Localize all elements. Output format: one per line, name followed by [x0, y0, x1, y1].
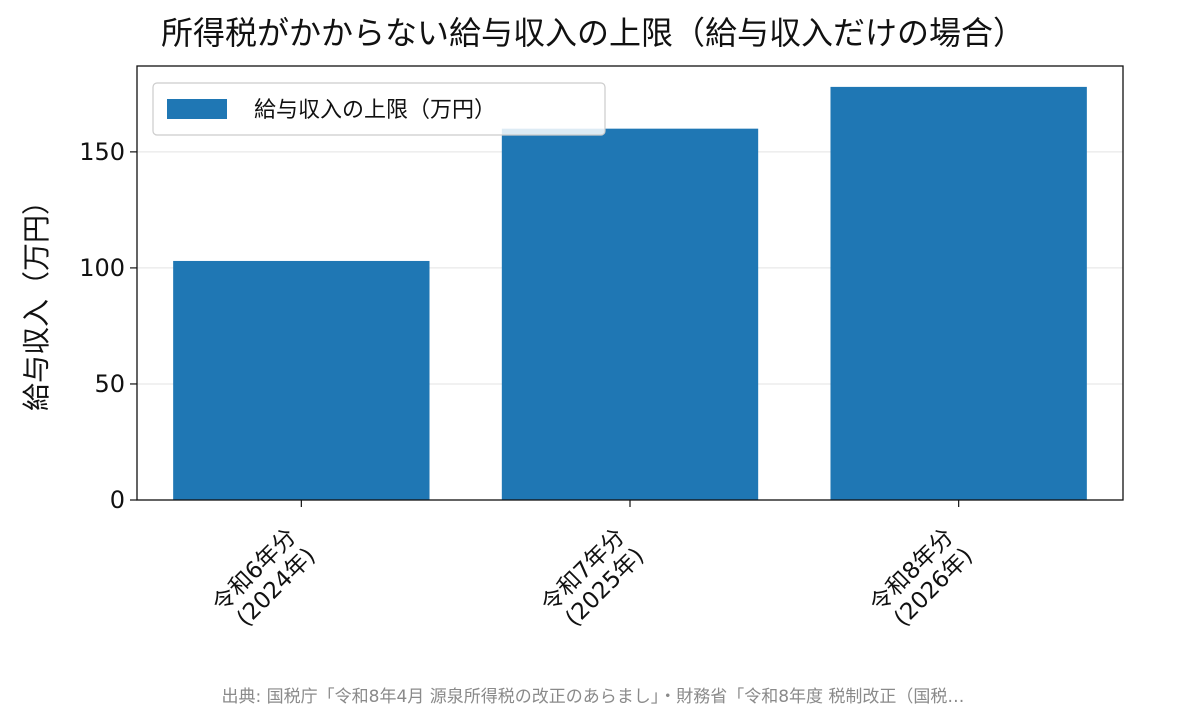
x-tick-label: 令和6年分(2024年) [208, 524, 321, 632]
y-axis-ticks: 0 50 100 150 [79, 138, 137, 514]
y-tick-label: 0 [110, 486, 125, 514]
bar [830, 86, 1087, 501]
legend-box [152, 82, 606, 136]
x-tick-label: 令和8年分(2026年) [865, 524, 978, 632]
x-tick-label: 令和7年分(2025年) [536, 524, 649, 632]
y-tick-label: 50 [94, 370, 125, 398]
legend-swatch [167, 99, 227, 119]
bar-chart: 0 50 100 150 令和6年分(2024年) 令和7年分(2025年) 令和8年分(… [20, 65, 1124, 632]
legend: 給与収入の上限（万円） [152, 82, 606, 136]
y-tick-label: 100 [79, 254, 125, 282]
chart-title: 所得税がかからない給与収入の上限（給与収入だけの場合） [160, 14, 1025, 52]
y-tick-label: 150 [79, 138, 125, 166]
bars [173, 86, 1087, 501]
legend-label: 給与収入の上限（万円） [254, 98, 496, 123]
bar [501, 128, 759, 501]
x-axis-ticks: 令和6年分(2024年) 令和7年分(2025年) 令和8年分(2026年) [208, 500, 978, 632]
source-note: 出典: 国税庁「令和8年4月 源泉所得税の改正のあらまし」・財務省「令和8年度 … [221, 687, 965, 707]
y-axis-label: 給与収入（万円） [20, 187, 53, 411]
bar [173, 260, 430, 500]
